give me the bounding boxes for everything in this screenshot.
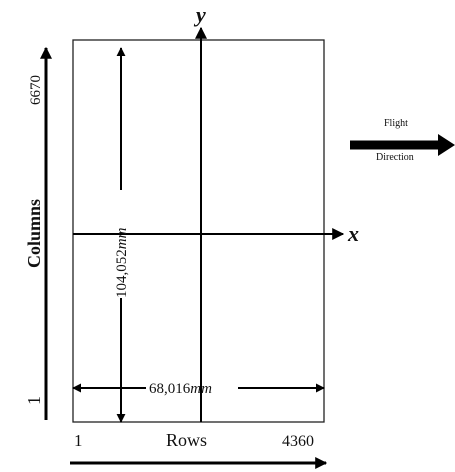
rows-end-label: 4360 [282, 433, 314, 450]
image-frame [72, 39, 325, 423]
flight-label: Flight [384, 118, 408, 129]
y-axis-label: y [193, 2, 206, 27]
rows-start-label: 1 [74, 431, 83, 450]
columns-start-label: 1 [24, 396, 44, 405]
width-dimension-label: 68,016mm [149, 381, 212, 397]
flight-direction-arrow-head [438, 134, 455, 156]
rows-label: Rows [166, 430, 207, 450]
columns-label: Columns [24, 199, 44, 268]
height-dimension-label: 104,052mm [114, 227, 130, 298]
x-axis-label: x [347, 221, 359, 246]
flight-direction-label: Direction [376, 152, 414, 163]
columns-end-label: 6670 [28, 75, 44, 105]
